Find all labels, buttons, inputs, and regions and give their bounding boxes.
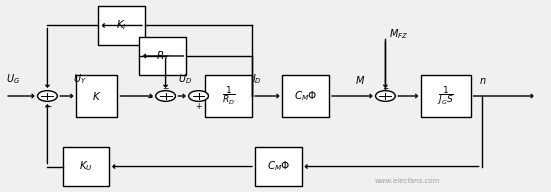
Text: $R_Y$: $R_Y$ bbox=[156, 49, 170, 63]
Bar bbox=[62, 147, 109, 186]
Text: $C_M\Phi$: $C_M\Phi$ bbox=[267, 160, 290, 173]
Text: $-$: $-$ bbox=[162, 82, 169, 91]
Text: $C_M\Phi$: $C_M\Phi$ bbox=[294, 89, 317, 103]
Bar bbox=[139, 37, 186, 75]
Text: $K_I$: $K_I$ bbox=[116, 19, 127, 32]
Ellipse shape bbox=[156, 91, 175, 101]
Text: $M_{FZ}$: $M_{FZ}$ bbox=[388, 27, 408, 41]
Text: $M$: $M$ bbox=[355, 74, 365, 85]
Text: www.elecfans.com: www.elecfans.com bbox=[375, 178, 440, 184]
Text: $U_D$: $U_D$ bbox=[177, 72, 192, 85]
Bar bbox=[255, 147, 301, 186]
Text: $+$: $+$ bbox=[195, 101, 202, 111]
Ellipse shape bbox=[376, 91, 395, 101]
Text: $U_G$: $U_G$ bbox=[6, 72, 20, 85]
Bar bbox=[206, 75, 252, 117]
Bar bbox=[282, 75, 329, 117]
Text: $K$: $K$ bbox=[92, 90, 101, 102]
Ellipse shape bbox=[188, 91, 208, 101]
Bar bbox=[76, 75, 117, 117]
Text: $-$: $-$ bbox=[382, 82, 389, 91]
Ellipse shape bbox=[37, 91, 57, 101]
Text: $-$: $-$ bbox=[45, 101, 52, 110]
Text: $I_D$: $I_D$ bbox=[252, 72, 262, 85]
Bar bbox=[421, 75, 471, 117]
Text: $-$: $-$ bbox=[146, 92, 154, 100]
Bar bbox=[98, 6, 145, 45]
Text: $K_U$: $K_U$ bbox=[79, 160, 93, 173]
Text: $\dfrac{1}{J_G S}$: $\dfrac{1}{J_G S}$ bbox=[437, 85, 455, 107]
Text: $\dfrac{1}{R_D}$: $\dfrac{1}{R_D}$ bbox=[222, 85, 235, 107]
Text: $U_Y$: $U_Y$ bbox=[73, 72, 87, 85]
Text: $n$: $n$ bbox=[479, 75, 487, 85]
